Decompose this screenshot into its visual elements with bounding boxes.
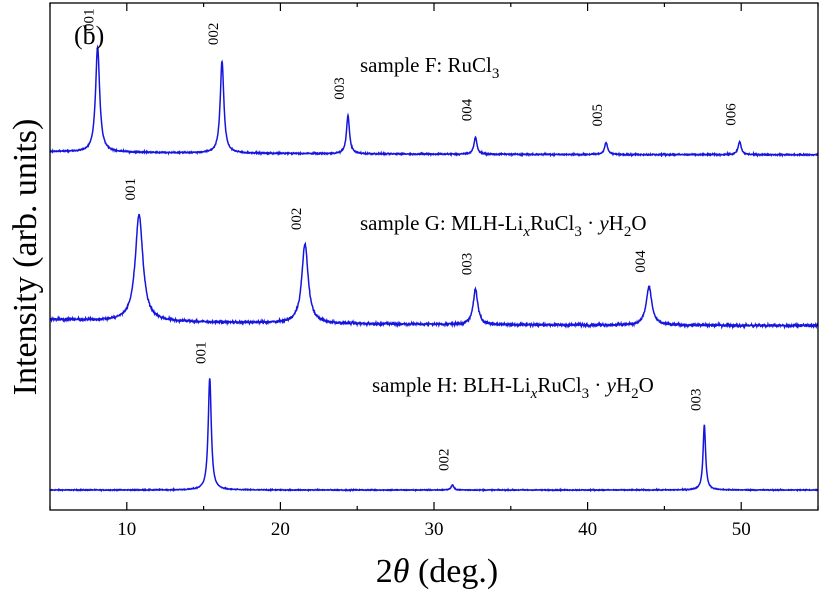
sample-label-part: RuCl — [530, 211, 575, 235]
tick-group: 10 20 30 40 50 — [49, 3, 819, 540]
sample-label-part: 3 — [492, 66, 500, 82]
peak-label: 004 — [633, 250, 649, 273]
peak-label: 006 — [724, 103, 740, 126]
peak-label: 004 — [460, 98, 476, 121]
peak-label-group: 001 002 003 001 002 003 004 001 002 003 004 005 006 — [82, 9, 740, 472]
peak-label: 001 — [123, 178, 139, 201]
sample-label-part: sample F: RuCl — [360, 53, 492, 77]
sample-label-part: RuCl — [537, 373, 582, 397]
series-line-3 — [49, 44, 819, 158]
panel-label: (b) — [74, 21, 104, 50]
x-axis-title-prefix: 2 — [376, 553, 393, 590]
sample-label-part: sample G: MLH-Li — [360, 211, 523, 235]
peak-label: 003 — [688, 389, 704, 412]
sample-label-part: x — [522, 224, 530, 240]
peak-label: 003 — [332, 77, 348, 100]
series-line-2 — [49, 213, 819, 330]
peak-label: 005 — [590, 104, 606, 127]
peak-label: 001 — [82, 9, 98, 32]
x-tick-label: 10 — [117, 519, 136, 540]
sample-label-part: · — [582, 211, 600, 235]
sample-label-part: y — [605, 373, 617, 397]
x-axis-title-suffix: (deg.) — [409, 553, 498, 590]
sample-label-part: O — [631, 211, 646, 235]
sample-label: sample H: BLH-LixRuCl3 · yH2O — [372, 373, 654, 402]
peak-label: 003 — [460, 253, 476, 276]
x-tick-label: 30 — [425, 519, 444, 540]
x-axis-title-symbol: θ — [393, 553, 410, 590]
series-line-1 — [49, 378, 819, 493]
x-tick-label: 20 — [271, 519, 290, 540]
sample-label-part: · — [589, 373, 607, 397]
plot-frame — [49, 2, 819, 511]
sample-label-part: 3 — [574, 224, 582, 240]
sample-label: sample F: RuCl3 — [360, 53, 499, 82]
sample-label-part: H — [609, 211, 624, 235]
peak-label: 002 — [436, 449, 452, 472]
peak-label: 001 — [194, 342, 210, 365]
sample-label-part: 3 — [582, 386, 590, 402]
x-tick-label: 50 — [732, 519, 751, 540]
sample-label-part: O — [639, 373, 654, 397]
x-axis-title: 2θ (deg.) — [376, 553, 498, 590]
trace-group — [49, 44, 819, 493]
sample-label-part: 2 — [624, 224, 632, 240]
peak-label: 002 — [289, 208, 305, 231]
sample-label-part: y — [597, 211, 609, 235]
y-axis-title: Intensity (arb. units) — [7, 119, 44, 396]
sample-label-part: sample H: BLH-Li — [372, 373, 531, 397]
x-tick-label: 40 — [578, 519, 597, 540]
sample-label-part: x — [530, 386, 538, 402]
peak-label: 002 — [206, 23, 222, 46]
sample-label-part: H — [616, 373, 631, 397]
sample-label: sample G: MLH-LixRuCl3 · yH2O — [360, 211, 647, 240]
sample-label-part: 2 — [631, 386, 639, 402]
